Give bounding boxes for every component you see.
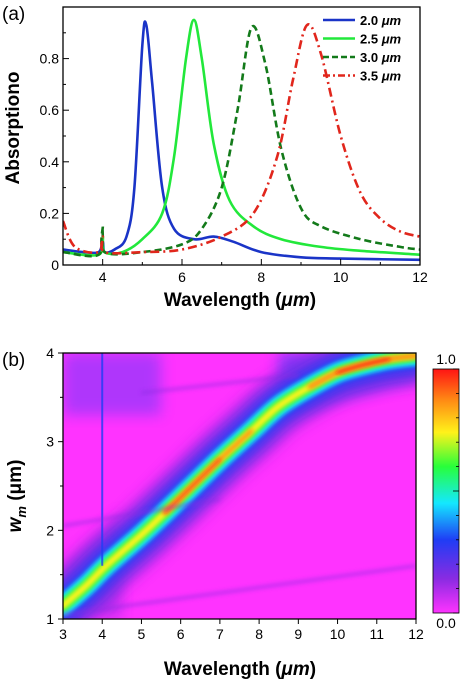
heatmap-streak-2 — [141, 373, 299, 395]
y-tick-label: 2 — [46, 522, 54, 538]
colorbar-min-label: 0.0 — [436, 615, 456, 631]
y-tick-label: 0 — [51, 257, 59, 273]
x-tick-label: 10 — [333, 269, 349, 285]
panel-a-xlabel: Wavelength (μm) — [164, 290, 316, 311]
series-line-3 — [63, 23, 420, 255]
colorbar-max-label: 1.0 — [436, 351, 456, 367]
colorbar-ticks — [453, 368, 459, 614]
heatmap-core-2 — [336, 357, 390, 374]
x-tick-label: 12 — [412, 269, 428, 285]
x-tick-label: 8 — [257, 269, 265, 285]
y-tick-label: 1 — [46, 611, 54, 627]
y-tick-label: 0.4 — [40, 154, 60, 170]
panel-a-plot-area — [63, 18, 420, 262]
series-line-2 — [63, 24, 420, 258]
x-tick-label: 11 — [370, 626, 385, 642]
y-tick-label: 4 — [46, 345, 54, 361]
x-tick-label: 3 — [59, 626, 67, 642]
panel-a: (a) 4 6 8 10 12 0 0.2 0.4 0.6 0.8 Wavelength (μm)… — [2, 4, 428, 311]
legend-label-1: 2.5 μm — [360, 32, 402, 47]
x-tick-label: 7 — [216, 626, 224, 642]
heatmap-topleft-region — [63, 353, 162, 416]
panel-a-legend: 2.0 μm 2.5 μm 3.0 μm 3.5 μm — [323, 13, 402, 84]
x-tick-label: 8 — [255, 626, 263, 642]
panel-b-label: (b) — [2, 350, 25, 371]
x-tick-label: 10 — [330, 626, 346, 642]
y-tick-label: 0.8 — [40, 51, 60, 67]
panel-a-label: (a) — [2, 4, 25, 25]
panel-b-ylabel: wm (μm) — [5, 460, 29, 533]
legend-label-3: 3.5 μm — [360, 69, 402, 84]
panel-a-ticks: 4 6 8 10 12 0 0.2 0.4 0.6 0.8 — [40, 32, 428, 285]
y-tick-label: 0.2 — [40, 205, 60, 221]
heatmap-streak-1 — [63, 564, 416, 617]
x-tick-label: 4 — [99, 269, 107, 285]
y-tick-label: 0.6 — [40, 102, 60, 118]
panel-b-xlabel: Wavelength (μm) — [164, 659, 316, 679]
x-tick-label: 5 — [138, 626, 146, 642]
heatmap-layers — [63, 353, 416, 619]
panel-b-heatmap — [63, 353, 416, 619]
x-tick-label: 6 — [178, 269, 186, 285]
panel-a-ylabel: Absorptiono — [3, 72, 24, 185]
legend-label-0: 2.0 μm — [360, 13, 402, 28]
legend-label-2: 3.0 μm — [360, 50, 402, 65]
heatmap-streak-0 — [63, 497, 221, 528]
x-tick-label: 4 — [98, 626, 106, 642]
y-tick-label: 3 — [46, 434, 54, 450]
x-tick-label: 12 — [408, 626, 424, 642]
x-tick-label: 9 — [294, 626, 302, 642]
x-tick-label: 6 — [177, 626, 185, 642]
